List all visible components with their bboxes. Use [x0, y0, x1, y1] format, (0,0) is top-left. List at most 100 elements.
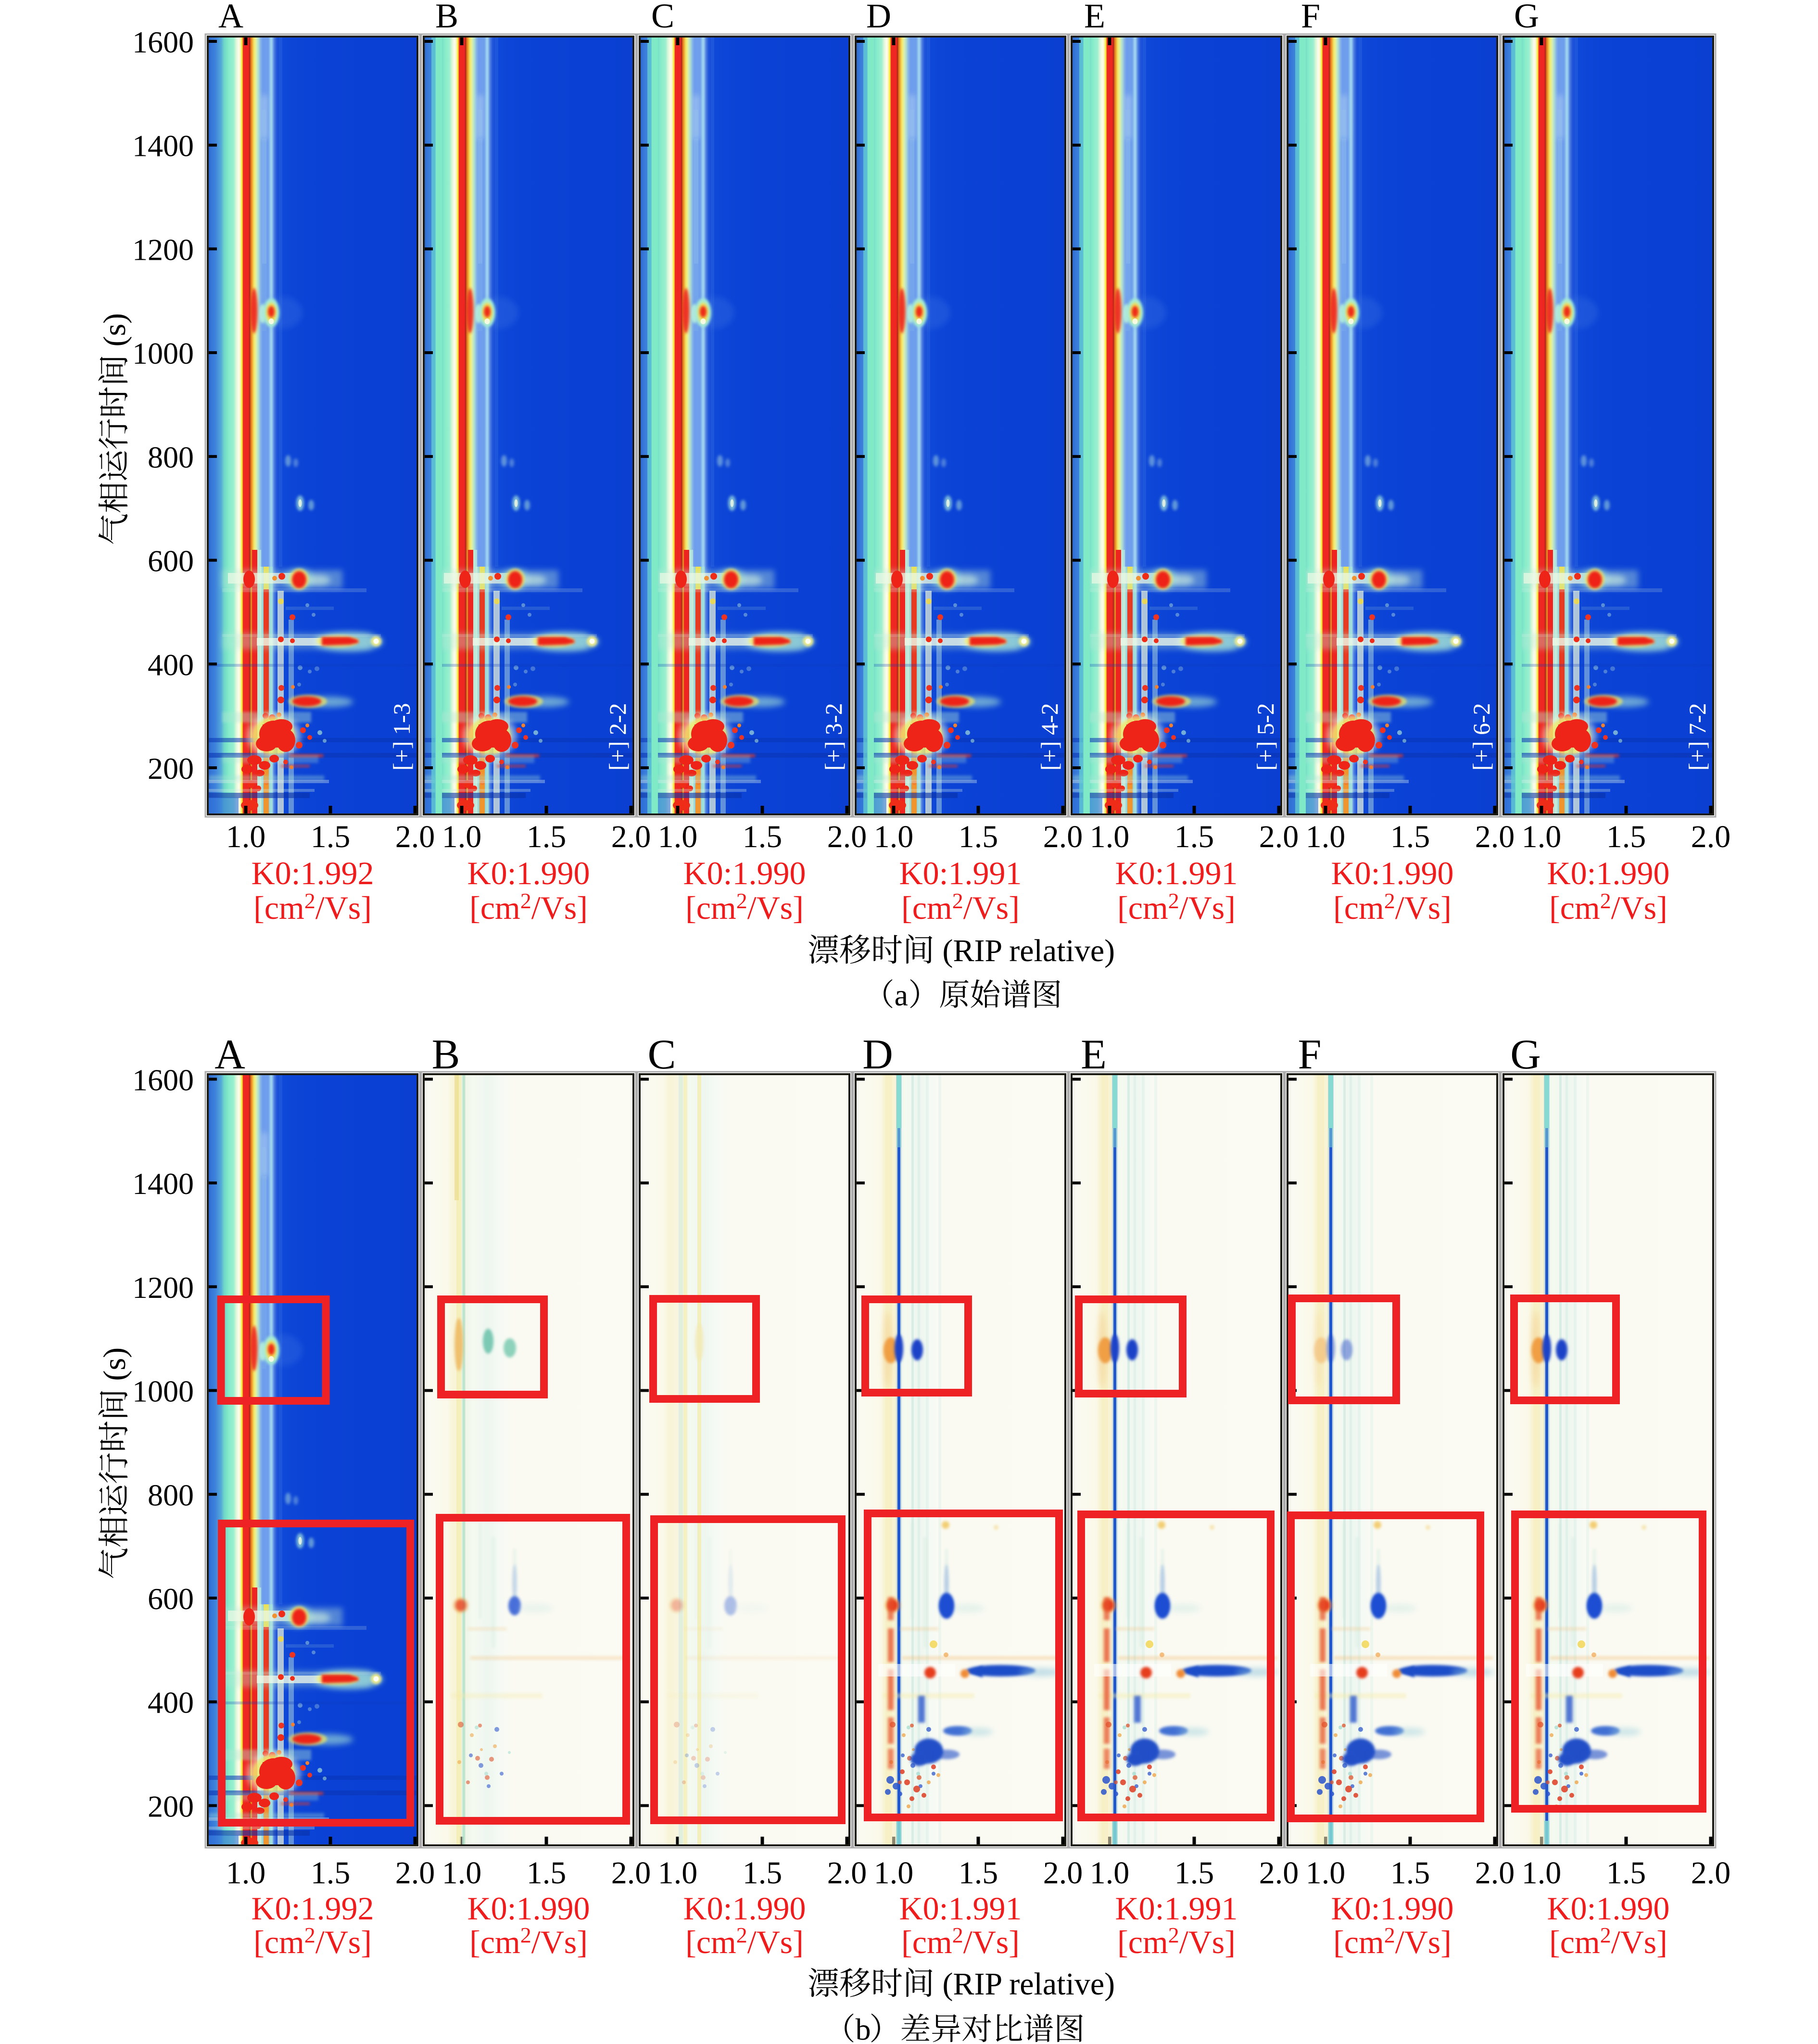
svg-text:(RIP relative): (RIP relative)	[934, 933, 1115, 968]
svg-text:1.5: 1.5	[1390, 1855, 1430, 1891]
svg-text:1.0: 1.0	[1306, 819, 1346, 854]
svg-text:1.5: 1.5	[1606, 819, 1646, 854]
svg-text:1.5: 1.5	[959, 1855, 998, 1891]
svg-text:[+] 5-2: [+] 5-2	[1252, 703, 1279, 771]
svg-text:2.0: 2.0	[1691, 819, 1731, 854]
svg-text:K0:1.990: K0:1.990	[467, 1890, 590, 1927]
svg-text:C: C	[651, 0, 674, 35]
svg-text:200: 200	[148, 751, 194, 786]
svg-text:2.0: 2.0	[1259, 819, 1299, 854]
svg-text:1.0: 1.0	[1306, 1855, 1346, 1891]
svg-text:400: 400	[148, 647, 194, 682]
svg-text:[cm2/Vs]: [cm2/Vs]	[901, 1923, 1020, 1960]
svg-text:F: F	[1301, 0, 1320, 35]
svg-text:1600: 1600	[132, 25, 194, 59]
svg-text:K0:1.990: K0:1.990	[683, 1890, 806, 1927]
svg-text:K0:1.990: K0:1.990	[467, 855, 590, 891]
svg-text:B: B	[435, 0, 458, 35]
svg-text:2.0: 2.0	[395, 819, 435, 854]
svg-text:1200: 1200	[132, 232, 194, 267]
svg-text:K0:1.991: K0:1.991	[899, 855, 1022, 891]
svg-text:1.0: 1.0	[1522, 1855, 1562, 1891]
svg-text:1.0: 1.0	[226, 1855, 266, 1891]
svg-text:600: 600	[148, 544, 194, 578]
svg-text:800: 800	[148, 1478, 194, 1512]
svg-text:[+] 4-2: [+] 4-2	[1036, 703, 1063, 771]
svg-text:1.0: 1.0	[874, 1855, 914, 1891]
svg-text:1.5: 1.5	[311, 1855, 351, 1891]
svg-text:1.0: 1.0	[1090, 819, 1130, 854]
svg-text:1.5: 1.5	[1174, 1855, 1214, 1891]
svg-text:C: C	[648, 1031, 676, 1078]
svg-text:K0:1.991: K0:1.991	[899, 1890, 1022, 1927]
svg-text:600: 600	[148, 1582, 194, 1616]
svg-text:(s): (s)	[97, 1347, 132, 1389]
svg-text:[cm2/Vs]: [cm2/Vs]	[901, 889, 1020, 926]
svg-text:1.5: 1.5	[743, 1855, 783, 1891]
svg-text:1.0: 1.0	[874, 819, 914, 854]
svg-text:G: G	[1514, 0, 1539, 35]
svg-text:D: D	[862, 1031, 893, 1078]
svg-text:E: E	[1081, 1031, 1107, 1078]
svg-text:[+] 7-2: [+] 7-2	[1684, 703, 1711, 771]
svg-text:200: 200	[148, 1789, 194, 1823]
svg-text:K0:1.990: K0:1.990	[1547, 1890, 1670, 1927]
svg-text:F: F	[1298, 1031, 1322, 1078]
svg-text:[+] 2-2: [+] 2-2	[604, 703, 631, 771]
svg-text:K0:1.990: K0:1.990	[1331, 1890, 1454, 1927]
svg-text:[cm2/Vs]: [cm2/Vs]	[253, 889, 372, 926]
svg-text:1.0: 1.0	[226, 819, 266, 854]
svg-text:1400: 1400	[132, 1167, 194, 1201]
svg-text:1600: 1600	[132, 1063, 194, 1097]
svg-text:K0:1.990: K0:1.990	[1547, 855, 1670, 891]
svg-text:2.0: 2.0	[1475, 1855, 1515, 1891]
svg-text:[cm2/Vs]: [cm2/Vs]	[1117, 1923, 1236, 1960]
svg-text:[cm2/Vs]: [cm2/Vs]	[685, 1923, 804, 1960]
svg-text:[cm2/Vs]: [cm2/Vs]	[1117, 889, 1236, 926]
svg-text:[+] 6-2: [+] 6-2	[1468, 703, 1495, 771]
svg-text:1.5: 1.5	[527, 1855, 567, 1891]
svg-text:[cm2/Vs]: [cm2/Vs]	[1549, 889, 1667, 926]
svg-text:[cm2/Vs]: [cm2/Vs]	[1333, 889, 1452, 926]
svg-text:1.5: 1.5	[1174, 819, 1214, 854]
svg-text:2.0: 2.0	[611, 1855, 651, 1891]
svg-text:1.0: 1.0	[442, 1855, 482, 1891]
svg-text:A: A	[215, 1031, 245, 1078]
svg-text:2.0: 2.0	[827, 819, 867, 854]
svg-text:K0:1.991: K0:1.991	[1115, 855, 1238, 891]
svg-text:2.0: 2.0	[1691, 1855, 1731, 1891]
svg-text:[cm2/Vs]: [cm2/Vs]	[685, 889, 804, 926]
svg-text:2.0: 2.0	[395, 1855, 435, 1891]
svg-text:[cm2/Vs]: [cm2/Vs]	[1549, 1923, 1667, 1960]
svg-text:E: E	[1084, 0, 1105, 35]
svg-text:[cm2/Vs]: [cm2/Vs]	[253, 1923, 372, 1960]
svg-text:(RIP relative): (RIP relative)	[934, 1967, 1115, 2002]
svg-text:1.0: 1.0	[658, 1855, 698, 1891]
svg-text:1400: 1400	[132, 129, 194, 163]
svg-text:B: B	[432, 1031, 460, 1078]
svg-text:a: a	[895, 978, 908, 1012]
svg-text:1.5: 1.5	[527, 819, 567, 854]
svg-text:[cm2/Vs]: [cm2/Vs]	[469, 889, 588, 926]
svg-text:[+] 1-3: [+] 1-3	[388, 703, 415, 771]
svg-text:1.5: 1.5	[311, 819, 351, 854]
svg-text:1.0: 1.0	[1090, 1855, 1130, 1891]
svg-text:K0:1.992: K0:1.992	[252, 1890, 374, 1927]
svg-text:2.0: 2.0	[827, 1855, 867, 1891]
svg-text:K0:1.992: K0:1.992	[252, 855, 374, 891]
svg-text:K0:1.990: K0:1.990	[1331, 855, 1454, 891]
svg-text:800: 800	[148, 440, 194, 474]
svg-text:b: b	[856, 2012, 871, 2044]
svg-text:1.5: 1.5	[743, 819, 783, 854]
svg-text:2.0: 2.0	[611, 819, 651, 854]
svg-text:[cm2/Vs]: [cm2/Vs]	[1333, 1923, 1452, 1960]
svg-text:A: A	[218, 0, 243, 35]
svg-text:1000: 1000	[132, 336, 194, 370]
svg-text:1200: 1200	[132, 1270, 194, 1305]
svg-text:2.0: 2.0	[1043, 1855, 1083, 1891]
svg-text:1.5: 1.5	[1606, 1855, 1646, 1891]
svg-text:D: D	[866, 0, 891, 35]
svg-text:1.5: 1.5	[959, 819, 998, 854]
svg-text:1.0: 1.0	[1522, 819, 1562, 854]
svg-text:1.5: 1.5	[1390, 819, 1430, 854]
